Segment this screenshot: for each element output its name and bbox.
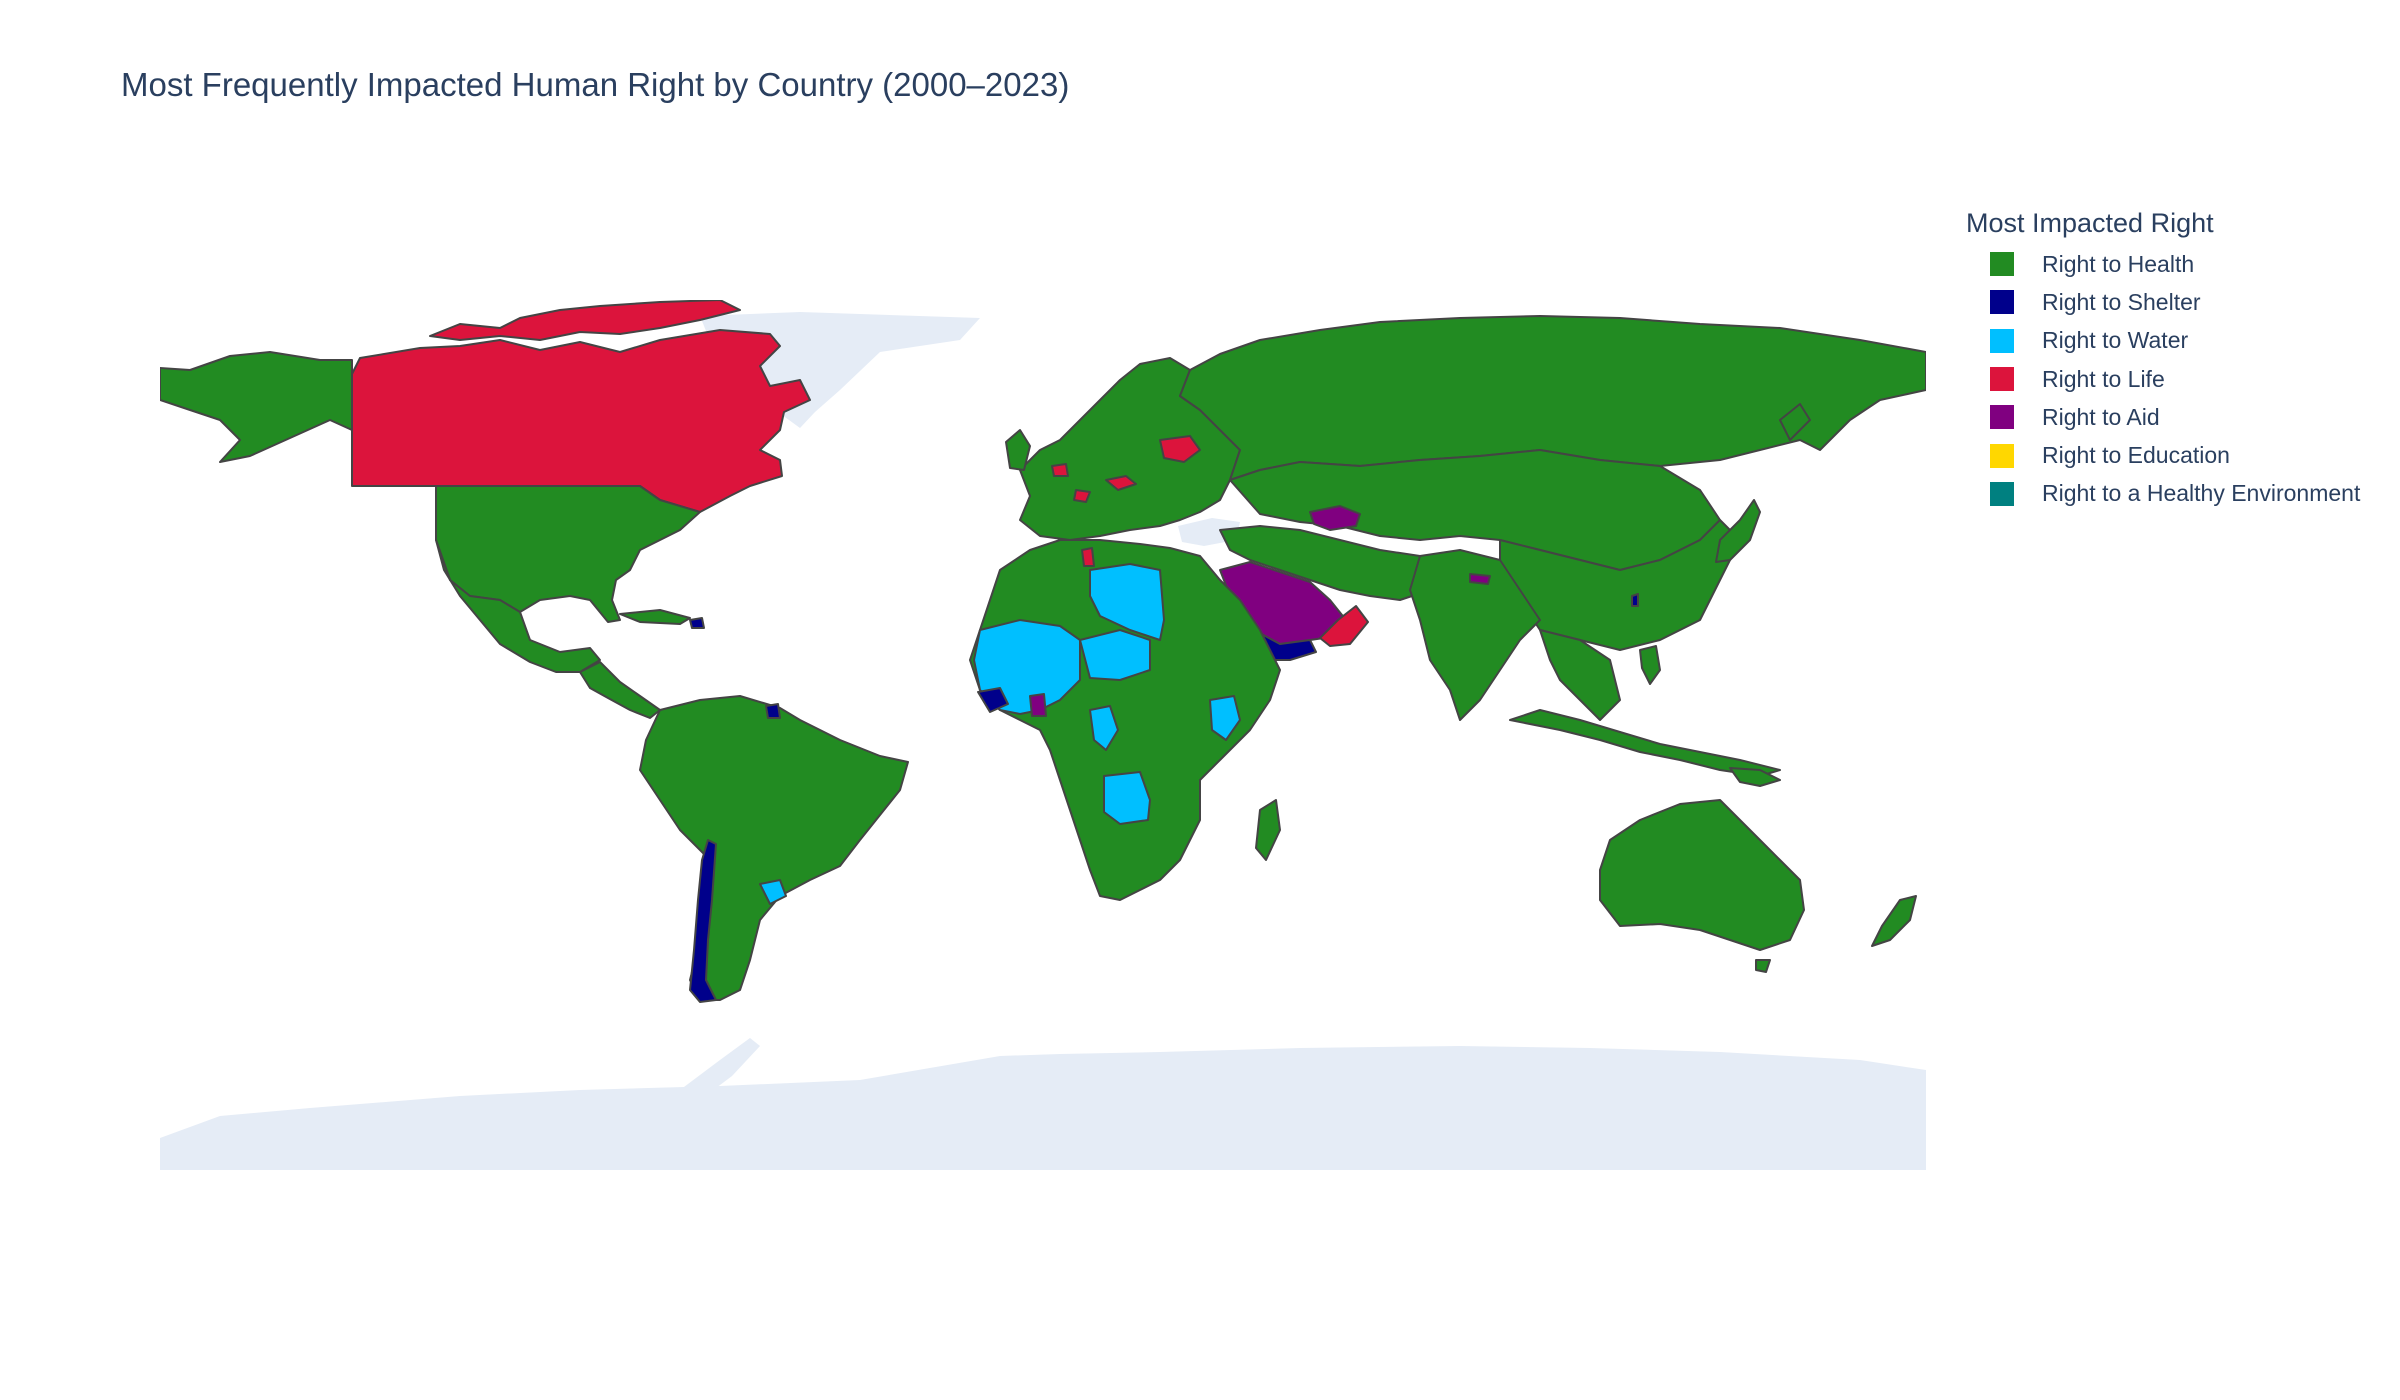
country-angola (1103, 771, 1151, 825)
legend-label: Right to Aid (2042, 403, 2160, 430)
legend-label: Right to Water (2042, 327, 2189, 354)
legend-swatch (1990, 328, 2014, 353)
country-italy-red (1073, 489, 1091, 503)
legend-label: Right to a Healthy Environment (2042, 480, 2361, 507)
country-uk (1005, 429, 1031, 471)
country-south-america (639, 695, 909, 1001)
country-taiwan (1631, 593, 1639, 607)
country-tasmania (1755, 959, 1771, 973)
legend-swatch (1990, 290, 2014, 315)
legend-item-right-to-life[interactable]: Right to Life (1966, 360, 2386, 398)
country-usa-alaska (160, 351, 353, 463)
region-antarctica (160, 1046, 1926, 1170)
legend: Most Impacted Right Right to Health Righ… (1966, 208, 2386, 513)
country-libya (1089, 563, 1165, 641)
country-uruguay (759, 879, 787, 905)
country-belarus (1159, 435, 1201, 463)
legend-swatch (1990, 443, 2014, 468)
country-se-asia (1539, 629, 1621, 721)
country-australia (1599, 799, 1805, 951)
country-india (1409, 549, 1541, 721)
country-philippines (1639, 645, 1661, 685)
country-tunisia (1081, 547, 1095, 567)
region-antarctica-peninsula (680, 1038, 760, 1094)
country-ghana (1029, 693, 1047, 717)
legend-item-right-to-shelter[interactable]: Right to Shelter (1966, 283, 2386, 321)
legend-swatch (1990, 405, 2014, 430)
country-chile (689, 839, 717, 1003)
legend-title: Most Impacted Right (1966, 208, 2214, 238)
chart-title: Most Frequently Impacted Human Right by … (121, 66, 1070, 103)
legend-label: Right to Shelter (2042, 288, 2201, 315)
country-middle-east (1219, 525, 1431, 601)
country-cameroon (1089, 705, 1119, 751)
country-oman (1319, 605, 1369, 647)
legend-label: Right to Education (2042, 442, 2230, 469)
country-indonesia (1509, 709, 1781, 777)
legend-item-right-to-water[interactable]: Right to Water (1966, 322, 2386, 360)
country-niger (1079, 629, 1151, 681)
legend-item-right-to-healthy-environment[interactable]: Right to a Healthy Environment (1966, 475, 2386, 513)
country-sakhalin (1779, 403, 1811, 441)
country-mexico (435, 539, 601, 673)
country-hungary (1105, 475, 1137, 491)
country-turkmenistan (1309, 505, 1361, 531)
legend-item-right-to-health[interactable]: Right to Health (1966, 245, 2386, 283)
country-canada (351, 329, 811, 513)
legend-label: Right to Life (2042, 365, 2165, 392)
legend-swatch (1990, 481, 2014, 506)
country-kenya (1209, 695, 1241, 741)
country-japan (1715, 499, 1761, 563)
country-cuba (619, 609, 691, 625)
legend-swatch (1990, 252, 2014, 277)
country-guyana (765, 703, 781, 719)
legend-label: Right to Health (2042, 250, 2195, 277)
country-madagascar (1255, 799, 1281, 861)
country-liberia (977, 687, 1009, 713)
legend-item-right-to-aid[interactable]: Right to Aid (1966, 398, 2386, 436)
country-canada-arctic-islands (429, 300, 741, 341)
country-nepal (1469, 573, 1491, 585)
country-new-zealand (1871, 895, 1917, 947)
country-belgium (1051, 463, 1069, 477)
country-haiti (689, 617, 705, 629)
country-papua (1729, 767, 1781, 787)
country-central-america (579, 661, 661, 719)
legend-swatch (1990, 367, 2014, 392)
legend-item-right-to-education[interactable]: Right to Education (1966, 436, 2386, 474)
world-map (160, 300, 1926, 1170)
